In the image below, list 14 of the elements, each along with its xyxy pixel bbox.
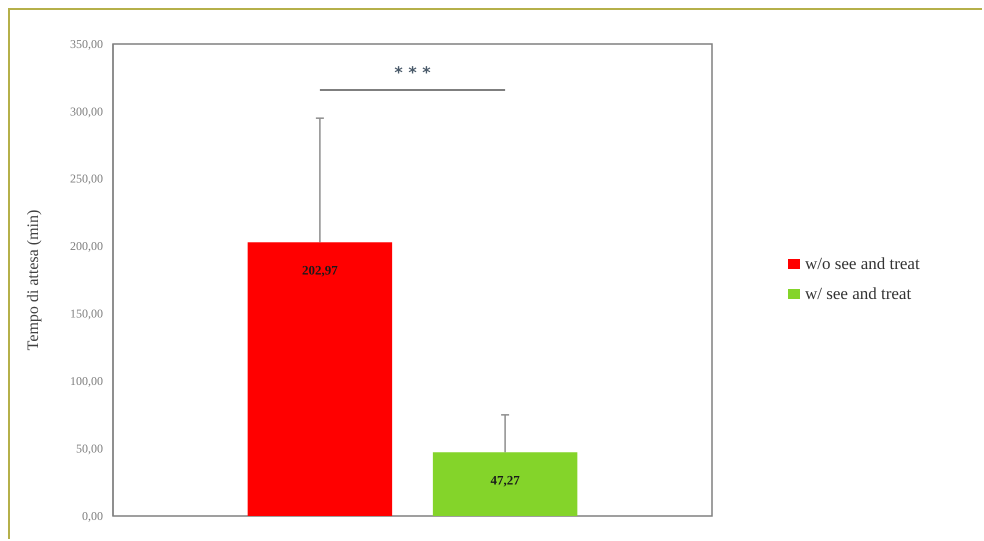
legend-label: w/o see and treat — [805, 254, 920, 273]
data-label: 202,97 — [302, 262, 338, 278]
data-label: 47,27 — [490, 472, 520, 488]
y-tick-label: 100,00 — [70, 374, 103, 388]
y-tick-label: 0,00 — [82, 508, 103, 523]
y-tick-label: 250,00 — [70, 172, 103, 186]
legend-label: w/ see and treat — [805, 284, 912, 303]
y-tick-label: 50,00 — [76, 441, 103, 456]
y-axis-title: Tempo di attesa (min) — [25, 210, 42, 350]
y-tick-label: 150,00 — [70, 306, 103, 321]
y-tick-label: 300,00 — [70, 104, 103, 118]
annotation: * * * — [394, 63, 432, 82]
y-tick-label: 200,00 — [70, 239, 103, 254]
y-tick-label: 350,00 — [70, 36, 103, 51]
